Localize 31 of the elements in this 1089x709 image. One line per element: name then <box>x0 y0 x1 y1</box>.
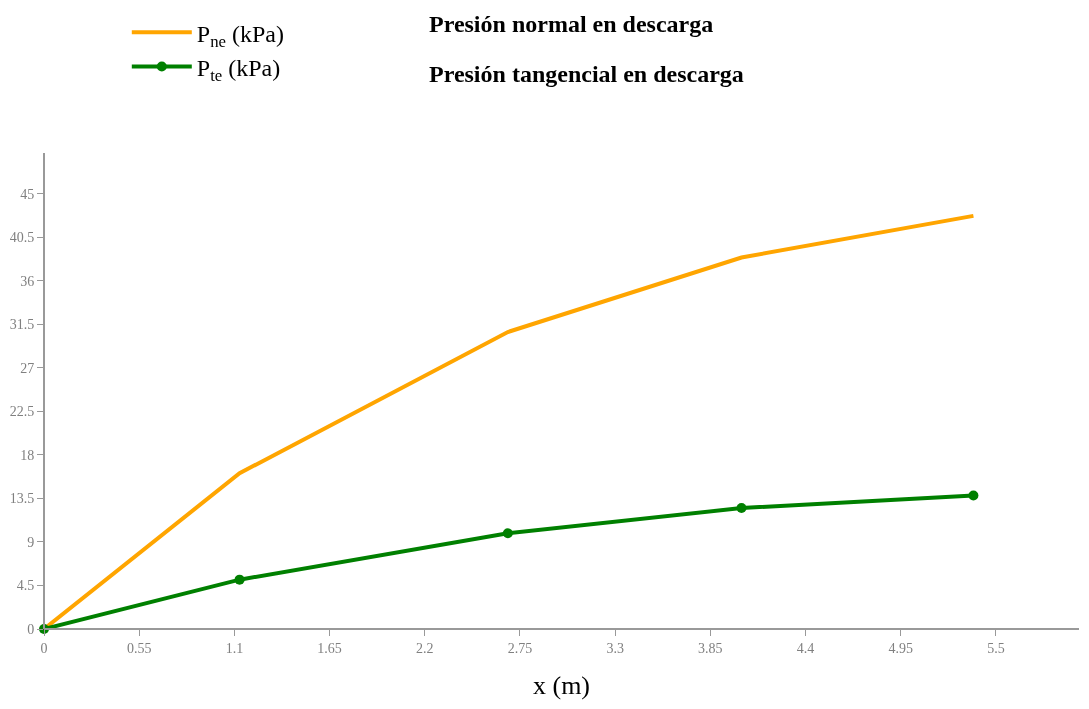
x-axis-title: x (m) <box>532 671 591 700</box>
point <box>968 490 979 501</box>
y-tick-label: 4.5 <box>16 578 35 594</box>
y-tick-label: 13.5 <box>9 491 35 507</box>
legend-label: P$_{ne}$ (kPa) <box>196 20 284 51</box>
x-tick-label: 3.3 <box>606 640 624 656</box>
y-tick-label: 45 <box>20 186 35 202</box>
point <box>502 528 513 539</box>
x-tick-label: 4.4 <box>796 640 815 656</box>
point <box>234 574 245 585</box>
x-tick-label: 0 <box>40 640 48 656</box>
x-tick-label: 4.95 <box>888 640 913 656</box>
text: Presión normal en descarga <box>429 11 714 37</box>
y-tick-label: 9 <box>27 534 35 550</box>
legend-label: P$_{te}$ (kPa) <box>196 54 281 85</box>
x-tick-label: 1.1 <box>225 640 244 656</box>
x-tick-label: 2.75 <box>507 640 533 656</box>
y-tick-label: 0 <box>27 621 35 637</box>
y-tick-label: 22.5 <box>9 404 35 420</box>
y-tick-label: 27 <box>20 360 35 376</box>
y-tick-label: 36 <box>20 273 35 289</box>
point <box>736 503 747 514</box>
x-tick-label: 5.5 <box>987 640 1005 656</box>
y-tick-label: 18 <box>20 447 35 463</box>
y-tick-label: 40.5 <box>9 230 35 246</box>
y-tick-label: 31.5 <box>9 317 35 333</box>
x-tick-label: 0.55 <box>126 640 152 656</box>
text: Presión tangencial en descarga <box>429 61 744 87</box>
x-tick-label: 3.85 <box>698 640 723 656</box>
x-tick-label: 1.65 <box>317 640 342 656</box>
x-tick-label: 2.2 <box>416 640 434 656</box>
